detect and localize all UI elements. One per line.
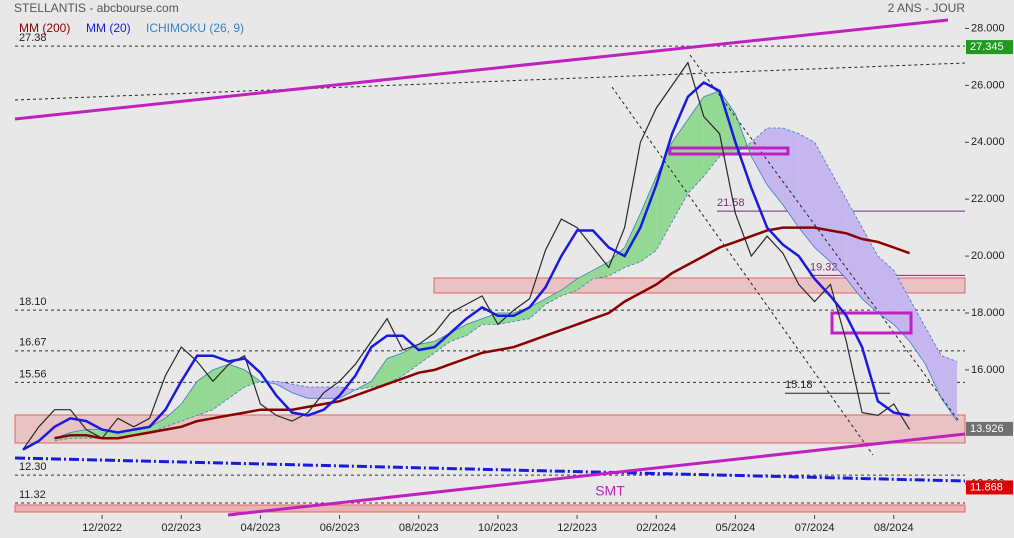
x-tick-label: 08/2023 <box>399 522 439 534</box>
cloud-fill <box>102 429 118 439</box>
y-tick-label: 18.000 <box>971 307 1005 319</box>
x-tick-label: 08/2024 <box>874 522 914 534</box>
level-label: 21.58 <box>717 197 745 209</box>
x-tick-label: 02/2023 <box>161 522 201 534</box>
level-label: 15.56 <box>19 368 47 380</box>
cloud-fill <box>466 318 483 336</box>
legend-entry: MM (20) <box>86 21 131 35</box>
y-tick-label: 16.000 <box>971 364 1005 376</box>
x-tick-label: 12/2022 <box>82 522 122 534</box>
cloud-fill <box>197 369 213 416</box>
annotation: SMT <box>595 483 625 499</box>
x-tick-label: 02/2024 <box>636 522 676 534</box>
level-label: 15.18 <box>785 379 813 391</box>
cloud-fill <box>577 270 593 291</box>
cloud-fill <box>402 344 419 376</box>
cloud-fill <box>292 384 308 399</box>
cloud-fill <box>181 381 198 422</box>
price-marker <box>966 480 1013 495</box>
level-label: 11.32 <box>19 489 46 501</box>
price-marker <box>966 40 1013 55</box>
trend-line <box>14 62 966 101</box>
legend-entry: ICHIMOKU (26, 9) <box>146 21 244 35</box>
y-tick-label: 28.000 <box>971 22 1005 34</box>
level-label: 27.38 <box>19 32 47 44</box>
cloud-fill <box>687 96 704 194</box>
cloud-fill <box>751 128 768 185</box>
box <box>830 311 913 335</box>
cloud-fill <box>212 364 229 410</box>
price-marker <box>966 421 1013 436</box>
cloud-fill <box>814 142 831 262</box>
x-tick-label: 06/2023 <box>320 522 360 534</box>
price-line <box>22 61 911 450</box>
price-marker-label: 27.345 <box>970 41 1004 53</box>
trend-line <box>14 456 966 483</box>
cloud-fill <box>672 119 688 222</box>
cloud-fill <box>592 261 609 279</box>
chart-title: STELLANTIS - abcbourse.com <box>14 1 179 15</box>
cloud-fill <box>862 227 878 313</box>
trend-line <box>227 432 966 517</box>
zone <box>14 504 966 513</box>
cloud-fill <box>149 418 166 433</box>
subtitle: 2 ANS - JOUR <box>888 1 966 15</box>
cloud-fill <box>893 270 910 342</box>
cloud-fill <box>482 312 498 325</box>
cloud-fill <box>276 381 293 393</box>
x-tick-label: 04/2023 <box>241 522 281 534</box>
x-tick-label: 07/2024 <box>795 522 835 534</box>
level-label: 12.30 <box>19 461 47 473</box>
ma-line <box>22 80 910 451</box>
y-tick-label: 26.000 <box>971 79 1005 91</box>
price-marker-label: 13.926 <box>970 423 1004 435</box>
x-tick-label: 05/2024 <box>716 522 756 534</box>
cloud-fill <box>529 298 546 319</box>
cloud-fill <box>909 298 926 365</box>
cloud-fill <box>925 327 942 399</box>
y-tick-label: 24.000 <box>971 136 1005 148</box>
cloud-fill <box>830 170 847 279</box>
cloud-fill <box>117 429 134 439</box>
x-tick-label: 12/2023 <box>557 522 597 534</box>
cloud-line <box>54 127 958 442</box>
cloud-fill <box>387 352 403 385</box>
ma-line <box>54 226 911 440</box>
cloud-fill <box>877 256 894 325</box>
level-label: 16.67 <box>19 337 47 349</box>
cloud-fill <box>165 404 182 427</box>
cloud-line <box>54 90 958 439</box>
level-label: 19.32 <box>810 261 838 273</box>
cloud-fill <box>545 290 562 305</box>
y-tick-label: 22.000 <box>971 193 1005 205</box>
cloud-fill <box>561 278 578 296</box>
y-tick-label: 20.000 <box>971 250 1005 262</box>
price-marker-label: 11.868 <box>970 481 1003 493</box>
cloud-fill <box>371 358 388 387</box>
level-label: 18.10 <box>19 296 47 308</box>
cloud-fill <box>798 133 815 248</box>
legend-entry: MM (200) <box>19 21 70 35</box>
box <box>668 146 790 156</box>
cloud-fill <box>450 324 467 342</box>
x-tick-label: 10/2023 <box>478 522 518 534</box>
trend-line <box>14 18 949 121</box>
cloud-fill <box>307 386 324 399</box>
cloud-fill <box>941 355 958 422</box>
